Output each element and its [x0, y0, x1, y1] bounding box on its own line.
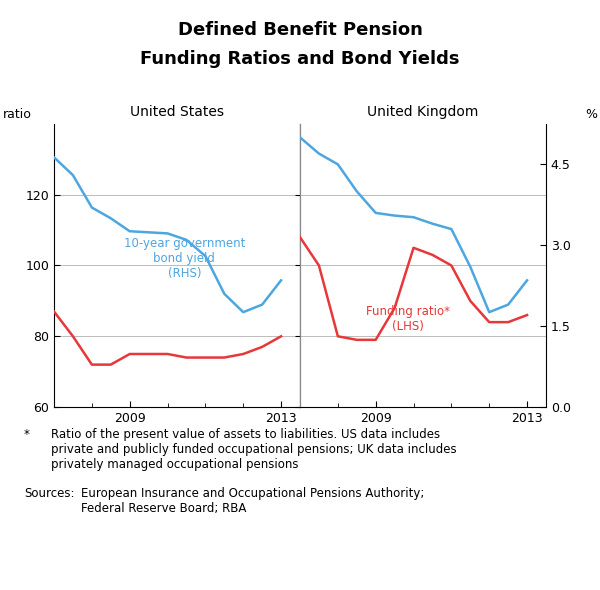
Text: Funding ratio*
(LHS): Funding ratio* (LHS): [366, 305, 450, 333]
Text: Defined Benefit Pension: Defined Benefit Pension: [178, 21, 422, 39]
Text: Ratio of the present value of assets to liabilities. US data includes
private an: Ratio of the present value of assets to …: [51, 428, 457, 471]
Text: 10-year government
bond yield
(RHS): 10-year government bond yield (RHS): [124, 237, 245, 280]
Text: Sources:: Sources:: [24, 487, 74, 500]
Text: *: *: [24, 428, 30, 441]
Text: Funding Ratios and Bond Yields: Funding Ratios and Bond Yields: [140, 50, 460, 68]
Title: United Kingdom: United Kingdom: [367, 104, 479, 119]
Title: United States: United States: [130, 104, 224, 119]
Text: %: %: [586, 108, 598, 121]
Text: ratio: ratio: [3, 108, 32, 121]
Text: European Insurance and Occupational Pensions Authority;
Federal Reserve Board; R: European Insurance and Occupational Pens…: [81, 487, 424, 514]
